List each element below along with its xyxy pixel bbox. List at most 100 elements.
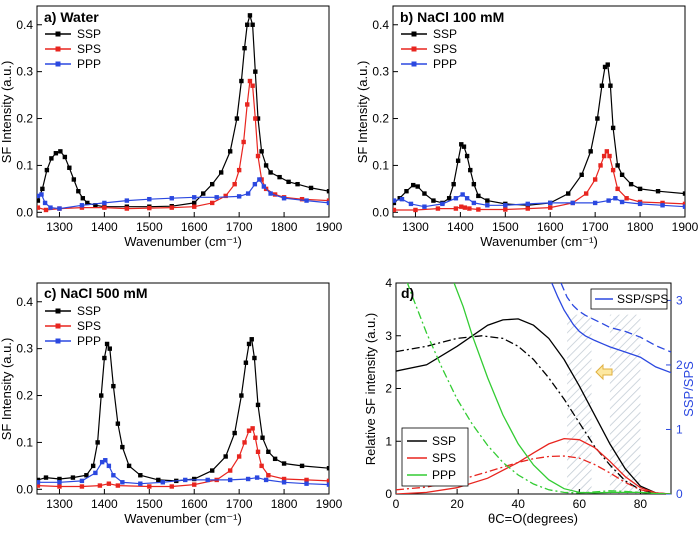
- data-point: [239, 78, 244, 84]
- data-point: [48, 205, 53, 210]
- data-point: [619, 199, 625, 205]
- shaded-region: [567, 314, 592, 494]
- data-point: [304, 481, 309, 486]
- data-point: [147, 205, 152, 211]
- data-point: [53, 151, 59, 156]
- legend-label: SPS: [432, 451, 456, 465]
- x-tick-label: 1900: [672, 220, 698, 234]
- legend-marker: [55, 31, 61, 37]
- panel-d-xlabel: θC=O(degrees): [488, 511, 578, 526]
- panel-c: 1300 1400 1500 1600 1700 1800 1900 0.0 0.1 0.2 0.3…: [0, 282, 343, 526]
- data-point: [263, 477, 269, 483]
- y-tick-label: 0.3: [16, 342, 33, 356]
- data-point: [214, 195, 219, 200]
- series-line-ssp: [393, 63, 685, 206]
- data-point: [79, 484, 85, 489]
- data-point: [76, 189, 81, 194]
- data-point: [459, 142, 464, 147]
- data-point: [459, 204, 464, 209]
- data-point: [85, 200, 90, 206]
- data-point: [607, 153, 612, 159]
- data-point: [192, 204, 197, 209]
- data-point: [604, 149, 610, 154]
- data-point: [37, 480, 41, 485]
- y2-tick-label: 2: [676, 358, 683, 372]
- data-point: [326, 482, 329, 487]
- panel-d-ylabel: Relative SF intensity (a.u.): [363, 313, 378, 465]
- panel-d-series: [396, 283, 671, 494]
- panel-a-series: [37, 13, 329, 213]
- data-point: [102, 205, 107, 210]
- data-point: [236, 167, 242, 173]
- panel-d-shaded-regions: [567, 314, 641, 494]
- legend-marker: [55, 338, 61, 344]
- panel-a-xlabel: Wavenumber (cm⁻¹): [124, 234, 242, 249]
- data-point: [227, 477, 233, 483]
- data-point: [548, 205, 553, 210]
- legend-marker: [411, 46, 417, 52]
- data-point: [624, 196, 629, 201]
- data-point: [408, 201, 414, 207]
- data-point: [613, 196, 618, 201]
- data-point: [277, 174, 282, 180]
- y-tick-label: 3: [385, 329, 392, 343]
- data-point: [97, 483, 103, 488]
- data-point: [84, 473, 89, 478]
- data-point: [608, 83, 613, 88]
- data-point: [601, 153, 607, 159]
- data-point: [253, 69, 258, 74]
- data-point: [57, 476, 62, 482]
- data-point: [281, 196, 287, 201]
- data-point: [169, 205, 174, 210]
- data-point: [236, 194, 242, 199]
- y2-tick-label: 3: [676, 293, 683, 307]
- data-point: [169, 196, 174, 201]
- data-point: [281, 461, 287, 466]
- data-point: [566, 191, 571, 196]
- data-point: [682, 201, 685, 207]
- x-tick-label: 1900: [316, 497, 343, 511]
- legend-label: PPP: [77, 57, 101, 71]
- panel-c-ticks: 1300 1400 1500 1600 1700 1800 1900 0.0 0.1 0.2 0.3…: [16, 295, 342, 511]
- data-point: [326, 478, 329, 484]
- y-tick-label: 0.0: [16, 205, 33, 219]
- data-point: [655, 189, 661, 194]
- data-point: [570, 200, 575, 206]
- data-point: [79, 203, 85, 208]
- arrow-icon: [595, 363, 613, 381]
- y-tick-label: 0.4: [16, 18, 33, 32]
- data-point: [453, 196, 459, 201]
- data-point: [268, 191, 273, 196]
- data-point: [218, 170, 224, 175]
- data-point: [422, 191, 427, 196]
- data-point: [660, 203, 665, 208]
- data-point: [210, 468, 215, 473]
- series-line-ssp: [37, 337, 329, 482]
- x-tick-label: 1500: [136, 220, 163, 234]
- data-point: [37, 477, 41, 483]
- data-point: [259, 177, 264, 182]
- data-point: [413, 207, 418, 213]
- panel-a: 1300 1400 1500 1600 1700 1800 1900 0.0 0.1 0.2 0.3…: [0, 5, 343, 249]
- data-point: [260, 435, 265, 440]
- data-point: [236, 454, 242, 459]
- data-point: [583, 191, 589, 196]
- legend-label: SPS: [77, 42, 101, 56]
- data-point: [266, 473, 271, 478]
- data-point: [411, 182, 416, 188]
- data-point: [464, 153, 470, 159]
- data-point: [440, 201, 445, 207]
- panel-b: 1300 1400 1500 1600 1700 1800 1900 0.0 0.1 0.2 0.3…: [355, 5, 698, 249]
- data-point: [503, 207, 508, 212]
- data-point: [462, 205, 468, 210]
- panel-c-xlabel: Wavenumber (cm⁻¹): [124, 511, 242, 526]
- legend-marker: [55, 61, 61, 67]
- data-point: [246, 428, 252, 433]
- data-point: [637, 186, 643, 192]
- data-point: [252, 181, 258, 187]
- data-point: [103, 458, 108, 463]
- x-tick-label: 1600: [181, 220, 208, 234]
- data-point: [468, 167, 473, 173]
- y-tick-label: 0.2: [372, 112, 389, 126]
- data-point: [295, 181, 300, 187]
